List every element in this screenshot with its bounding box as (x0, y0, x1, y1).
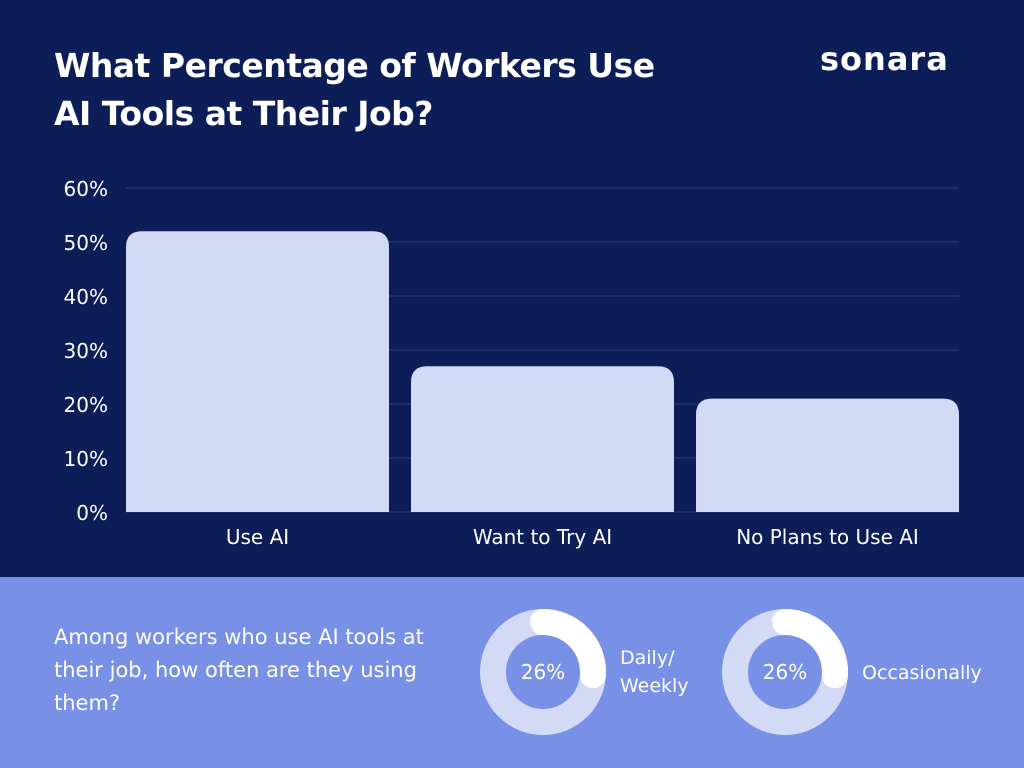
y-tick-label: 0% (76, 501, 108, 525)
bar-chart: 0% 10% 20% 30% 40% 50% 60% Use AI Want to Try AI… (64, 177, 959, 549)
sonara-logo: sonara (820, 40, 949, 78)
page-title: What Percentage of Workers Use AI Tools … (54, 46, 655, 133)
bar-want-to-try-ai (411, 366, 674, 512)
donut-arc (772, 609, 848, 689)
y-tick-label: 30% (64, 339, 108, 363)
x-tick-label: No Plans to Use AI (736, 525, 919, 549)
bar-no-plans-to-use-ai (696, 398, 959, 512)
frequency-question: Among workers who use AI tools at their … (54, 625, 424, 715)
donut-value: 26% (521, 660, 565, 684)
y-tick-label: 50% (64, 231, 108, 255)
y-tick-label: 20% (64, 393, 108, 417)
y-tick-label: 40% (64, 285, 108, 309)
frequency-panel: Among workers who use AI tools at their … (0, 577, 1024, 768)
x-tick-label: Want to Try AI (473, 525, 612, 549)
x-tick-label: Use AI (226, 525, 289, 549)
donut-label-occasionally: Occasionally (862, 662, 982, 684)
donut-value: 26% (763, 660, 807, 684)
y-tick-label: 60% (64, 177, 108, 201)
donut-label-daily-weekly: Daily/ Weekly (620, 647, 689, 697)
donut-charts: 26% 26% (480, 609, 848, 735)
donut-arc (530, 609, 606, 689)
bar-use-ai (126, 231, 389, 512)
y-tick-label: 10% (64, 447, 108, 471)
